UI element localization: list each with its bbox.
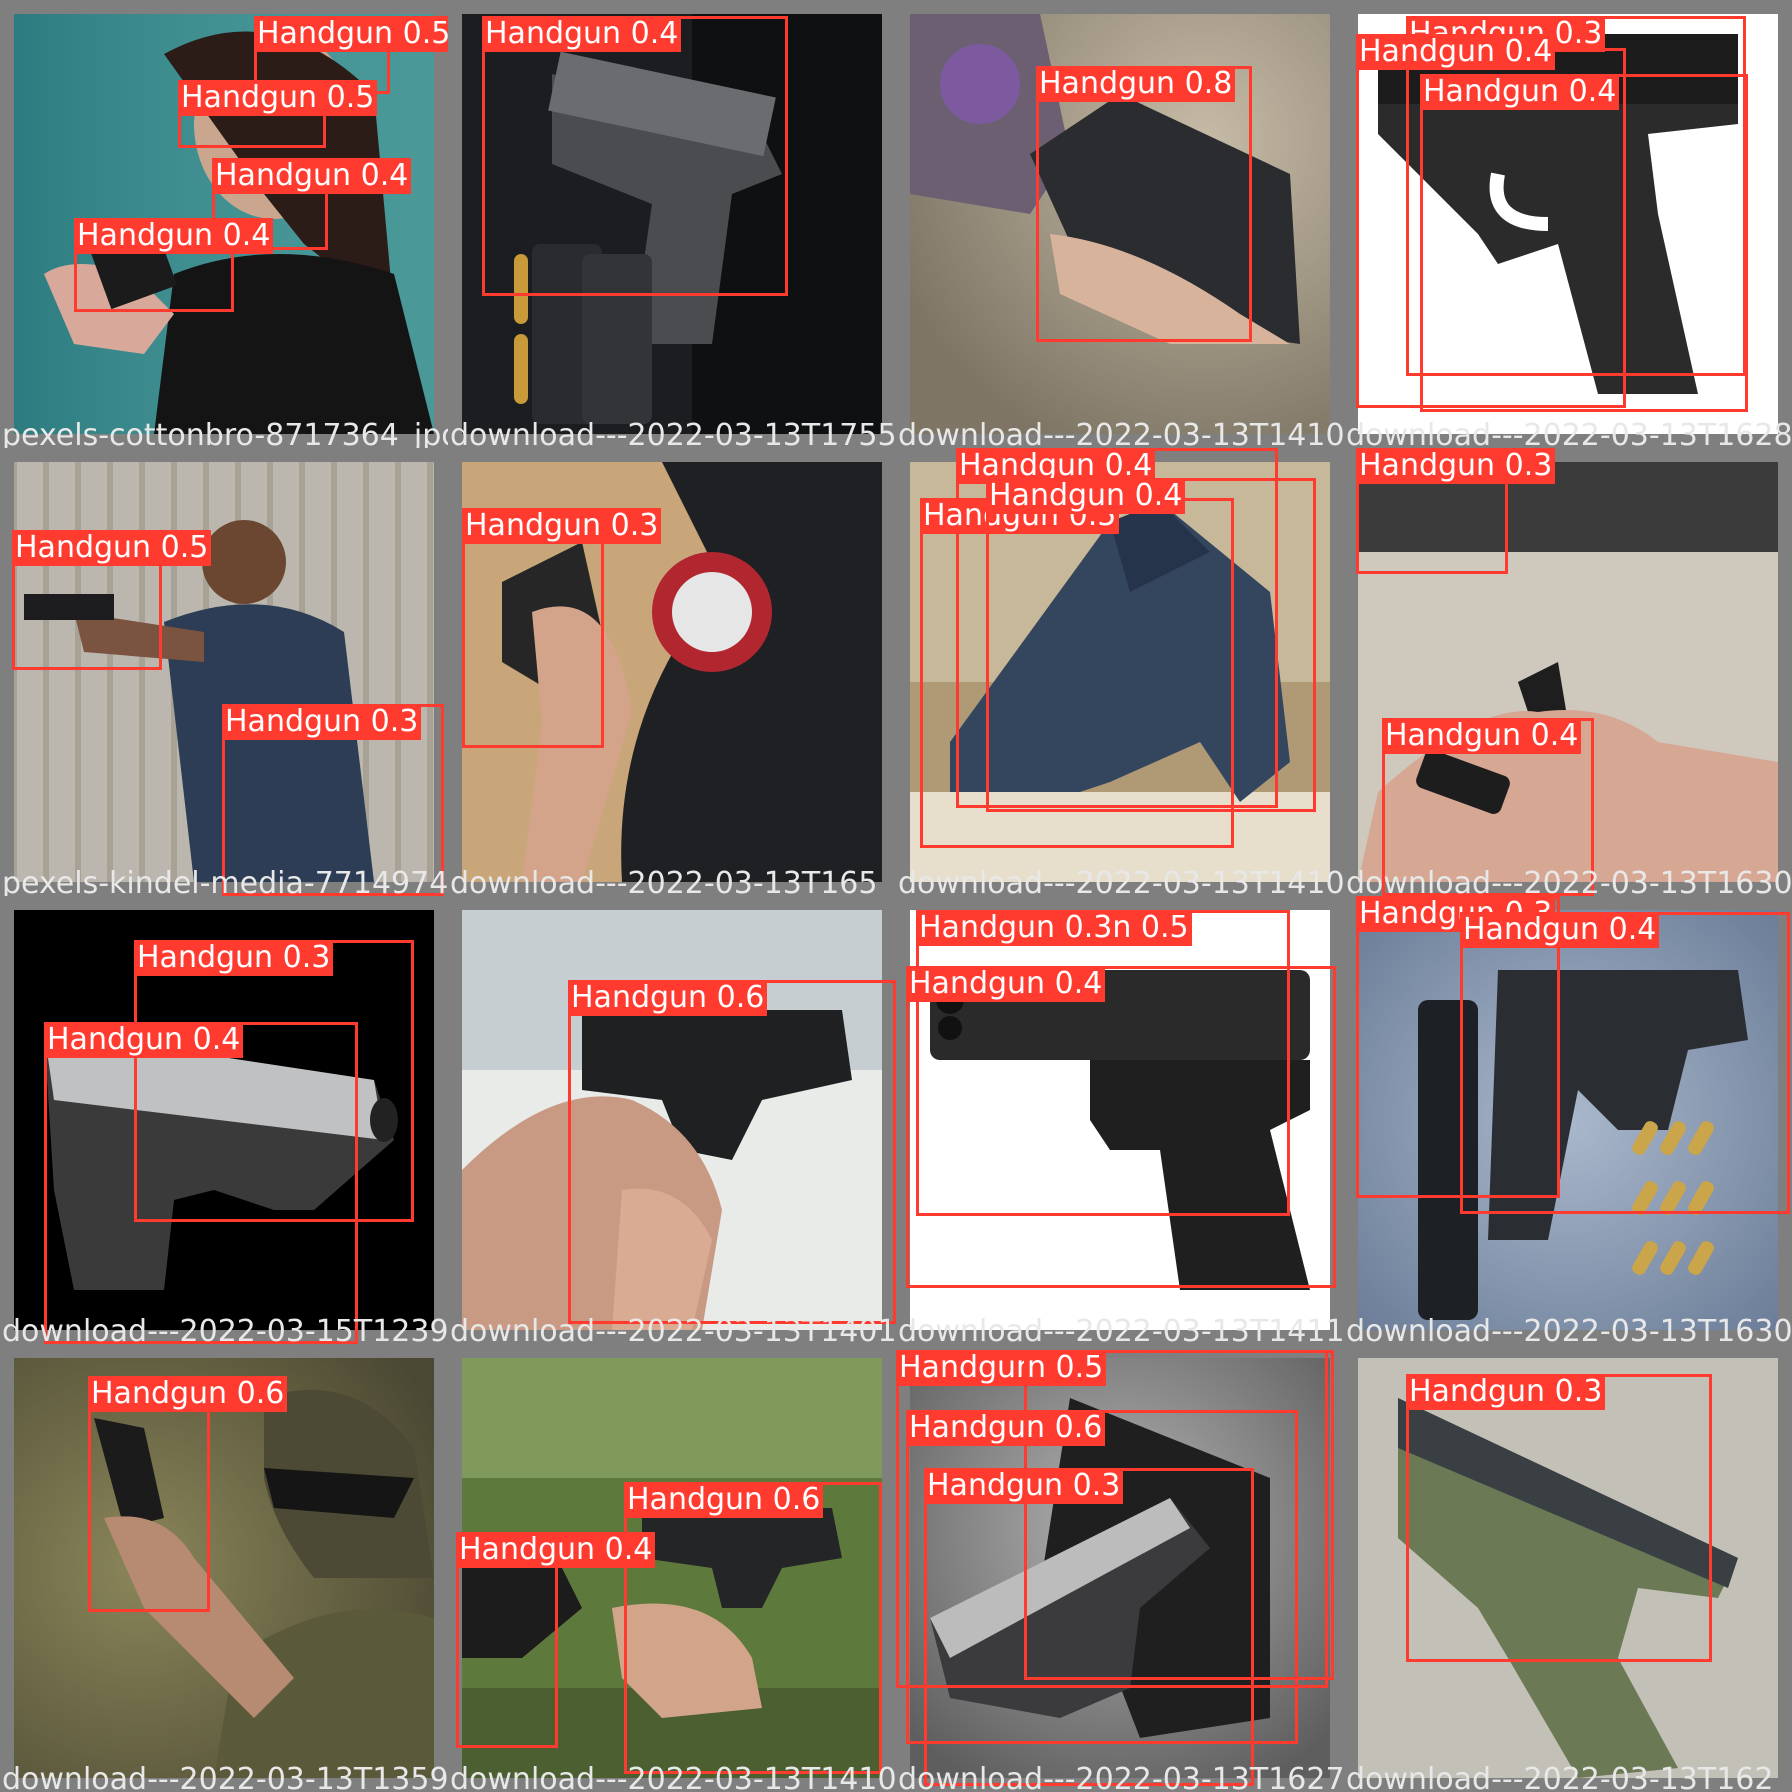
- detection-box: [1460, 912, 1790, 1214]
- detection-label: Handgun 0.6: [624, 1482, 824, 1518]
- detection-box: [482, 16, 788, 296]
- detection-box: [624, 1482, 882, 1774]
- tile-filename-caption: download---2022-03-13T175536: [450, 418, 896, 448]
- detection-label: Handgun 0.3: [1406, 1374, 1606, 1410]
- detection-label: Handgun 0.4: [1356, 34, 1556, 70]
- tile-photo: [910, 1358, 1330, 1778]
- tile-filename-caption: download---2022-03-13T1411: [898, 1314, 1344, 1344]
- tile-filename-caption: download---2022-03-13T1410: [898, 866, 1344, 896]
- tile-photo: [462, 462, 882, 882]
- mosaic-tile: Handgun 0.3 download---2022-03-13T165: [448, 448, 896, 896]
- tile-photo: [14, 1358, 434, 1778]
- mosaic-tile: Handgun 0.3 download---2022-03-13T162: [1344, 1344, 1792, 1792]
- detection-box: [1420, 74, 1748, 412]
- tile-photo: [1358, 1358, 1778, 1778]
- mosaic-tile: Handgun 0.5 Handgun 0.5 Handgun 0.4 Handgun…: [0, 0, 448, 448]
- mosaic-tile: Handgun 0.3 Handgun 0.6 Handgun 0.3 n 0.5 do…: [896, 1344, 1344, 1792]
- mosaic-tile: Handgun 0.3 Handgun 0.4 download---2022-03…: [1344, 448, 1792, 896]
- tile-photo: [910, 14, 1330, 434]
- detection-label: Handgun 0.4: [906, 966, 1106, 1002]
- detection-label: Handgun 0.6: [568, 980, 768, 1016]
- tile-filename-caption: download---2022-03-13T1627: [898, 1762, 1344, 1792]
- mosaic-tile: Handgun 0.8 download---2022-03-13T1410: [896, 0, 1344, 448]
- mosaic-tile: Handgun 0.4 Handgun 0.5 Handgun 0.4 downloa…: [896, 448, 1344, 896]
- detection-label: Handgun 0.4: [1382, 718, 1582, 754]
- tile-photo: [14, 910, 434, 1330]
- detection-box: [44, 1022, 358, 1344]
- tile-filename-caption: pexels-cottonbro-8717364_jpg.rf.0971a5a: [2, 418, 448, 448]
- tile-photo: [910, 910, 1330, 1330]
- tile-filename-caption: download---2022-03-13T162: [1346, 1762, 1774, 1792]
- tile-filename-caption: download---2022-03-13T1630: [1346, 1314, 1792, 1344]
- tile-photo: [462, 1358, 882, 1778]
- mosaic-tile: Handgun 0.3 Handgun 0.4 download---2022-03…: [1344, 896, 1792, 1344]
- detection-label: Handgun 0.3: [222, 704, 422, 740]
- detection-label: Handgun 0.4: [44, 1022, 244, 1058]
- tile-photo: [1358, 910, 1778, 1330]
- detection-box: [1036, 66, 1252, 342]
- tile-photo: [462, 14, 882, 434]
- detection-box: [1406, 1374, 1712, 1662]
- detection-label: Handgun 0.5: [12, 530, 212, 566]
- detection-box: [906, 966, 1336, 1288]
- detection-label: Handgun 0.8: [1036, 66, 1236, 102]
- detection-label: Handgun 0.3: [1356, 448, 1556, 484]
- detection-label: Handgun 0.3: [134, 940, 334, 976]
- tile-filename-caption: download---2022-03-13T1630: [1346, 866, 1792, 896]
- detection-label: n 0.5: [1024, 1350, 1107, 1386]
- detection-box: [1024, 1350, 1334, 1680]
- detection-label: Handgun 0.4: [456, 1532, 656, 1568]
- detection-label: Handgun 0.3n 0.5: [916, 910, 1192, 946]
- tile-filename-caption: download---2022-03-13T135900-017_jpg: [2, 1762, 448, 1792]
- detection-label: Handgun 0.4: [482, 16, 682, 52]
- tile-filename-caption: download---2022-03-13T1410: [898, 418, 1344, 448]
- tile-filename-caption: download---2022-03-13T1410: [450, 1762, 896, 1792]
- tile-filename-caption: download---2022-03-13T1401: [450, 1314, 896, 1344]
- tile-filename-caption: download---2022-03-13T1628: [1346, 418, 1792, 448]
- tile-filename-caption: pexels-kindel-media-7714974_jpg.rf.e03: [2, 866, 448, 896]
- tile-filename-caption: download---2022-03-13T165: [450, 866, 878, 896]
- detection-label: Handgun 0.6: [88, 1376, 288, 1412]
- mosaic-tile: Handgun 0.5 Handgun 0.3 pexels-kindel-medi…: [0, 448, 448, 896]
- detection-box: [462, 508, 604, 748]
- detection-label: Handgun 0.3: [462, 508, 662, 544]
- detection-label: Handgun 0.4: [1460, 912, 1660, 948]
- detection-label: Handgun 0.4: [212, 158, 412, 194]
- mosaic-tile: Handgun 0.4 download---2022-03-13T175536: [448, 0, 896, 448]
- detection-label: Handgun 0.3: [924, 1468, 1124, 1504]
- detection-box: [568, 980, 896, 1324]
- mosaic-tile: Handgun 0.3 Handgun 0.4 download---2022-03…: [0, 896, 448, 1344]
- detection-label: Handgun 0.5: [178, 80, 378, 116]
- detection-label: Handgun 0.4: [1420, 74, 1620, 110]
- detection-label: Handgun 0.4: [74, 218, 274, 254]
- tile-filename-caption: download---2022-03-15T123926-050_jpg: [2, 1314, 448, 1344]
- detection-label: Handgun 0.5: [254, 16, 448, 52]
- mosaic-tile: Handgun 0.3n 0.5 Handgun 0.4 download---20…: [896, 896, 1344, 1344]
- detection-label: Handgun 0.4: [986, 478, 1186, 514]
- mosaic-tile: Handgun 0.6 download---2022-03-13T135900-…: [0, 1344, 448, 1792]
- mosaic-tile: Handgun 0.6 download---2022-03-13T1401: [448, 896, 896, 1344]
- detection-label: Handgun 0.6: [906, 1410, 1106, 1446]
- mosaic-tile: Handgun 0.6 Handgun 0.4 download---2022-03…: [448, 1344, 896, 1792]
- detection-box: [986, 478, 1316, 812]
